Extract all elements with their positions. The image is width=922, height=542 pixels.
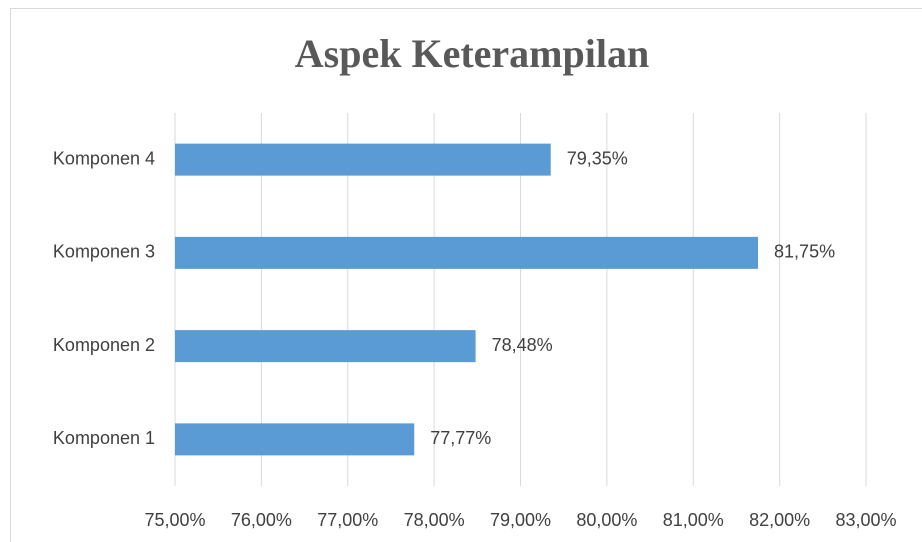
data-label: 77,77% [430,428,491,448]
x-tick-label: 79,00% [490,510,551,530]
x-tick-label: 76,00% [231,510,292,530]
bar [175,423,415,456]
data-label: 78,48% [492,335,553,355]
bar [175,236,759,269]
y-tick-label: Komponen 3 [53,242,155,262]
y-tick-label: Komponen 2 [53,335,155,355]
y-tick-label: Komponen 4 [53,148,155,168]
x-tick-label: 77,00% [317,510,378,530]
x-tick-label: 75,00% [144,510,205,530]
chart-border [10,8,922,542]
x-tick-label: 83,00% [835,510,896,530]
x-tick-label: 82,00% [749,510,810,530]
data-label: 81,75% [774,242,835,262]
data-label: 79,35% [567,148,628,168]
x-tick-label: 81,00% [663,510,724,530]
chart-title: Aspek Keterampilan [295,31,649,76]
y-tick-label: Komponen 1 [53,428,155,448]
x-tick-label: 80,00% [576,510,637,530]
bar [175,330,476,363]
bar [175,143,551,176]
x-tick-label: 78,00% [404,510,465,530]
